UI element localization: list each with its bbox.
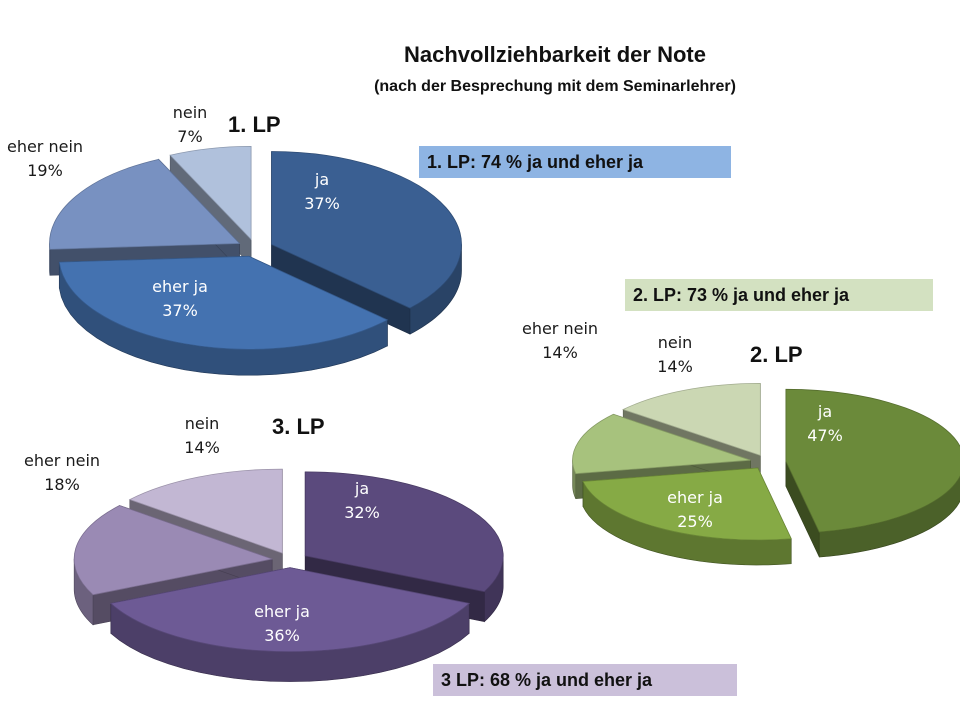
pie-chart-3: 3. LP ja 32% eher ja 36% eher nein 18% nein 14%: [24, 414, 504, 682]
pie3-value-nein: 14%: [184, 438, 220, 457]
pie2-label-ja: ja: [817, 402, 832, 421]
pie2-title: 2. LP: [750, 342, 803, 367]
pie3-slice-eher-ja: [109, 567, 471, 682]
pie2-value-eher-nein: 14%: [542, 343, 578, 362]
chart-subtitle: (nach der Besprechung mit dem Seminarleh…: [374, 78, 736, 95]
pie1-label-ja: ja: [314, 170, 329, 189]
note-lp1: 1. LP: 74 % ja und eher ja: [419, 146, 731, 178]
pie2-label-nein: nein: [658, 333, 693, 352]
pie3-label-eher-nein: eher nein: [24, 451, 100, 470]
note-lp3: 3 LP: 68 % ja und eher ja: [433, 664, 737, 696]
pie1-label-eher-nein: eher nein: [7, 137, 83, 156]
pie1-value-ja: 37%: [304, 194, 340, 213]
pie3-title: 3. LP: [272, 414, 325, 439]
pie3-value-eher-nein: 18%: [44, 475, 80, 494]
chart-title: Nachvollziehbarkeit der Note: [404, 42, 706, 67]
pie1-title: 1. LP: [228, 112, 281, 137]
pie1-slice-eher-ja: [58, 255, 389, 376]
pie3-label-nein: nein: [185, 414, 220, 433]
pie1-value-eher-nein: 19%: [27, 161, 63, 180]
pie2-label-eher-ja: eher ja: [667, 488, 723, 507]
pie-chart-1: 1. LP ja 37% eher ja 37% eher nein 19% nein 7%: [7, 103, 462, 376]
pie3-value-ja: 32%: [344, 503, 380, 522]
pie2-value-eher-ja: 25%: [677, 512, 713, 531]
pie1-label-nein: nein: [173, 103, 208, 122]
pie1-label-eher-ja: eher ja: [152, 277, 208, 296]
pie2-slice-ja: [785, 388, 960, 558]
pie1-value-nein: 7%: [177, 127, 202, 146]
pie1-value-eher-ja: 37%: [162, 301, 198, 320]
pie2-slice-eher-ja: [582, 467, 792, 566]
pie3-label-eher-ja: eher ja: [254, 602, 310, 621]
note-lp2: 2. LP: 73 % ja und eher ja: [625, 279, 933, 311]
pie3-value-eher-ja: 36%: [264, 626, 300, 645]
pie2-value-ja: 47%: [807, 426, 843, 445]
pie-chart-2: 2. LP ja 47% eher ja 25% eher nein 14% nein 14%: [522, 319, 960, 566]
pie2-value-nein: 14%: [657, 357, 693, 376]
pie3-label-ja: ja: [354, 479, 369, 498]
pie2-label-eher-nein: eher nein: [522, 319, 598, 338]
pie1-slice-ja: [271, 151, 462, 335]
